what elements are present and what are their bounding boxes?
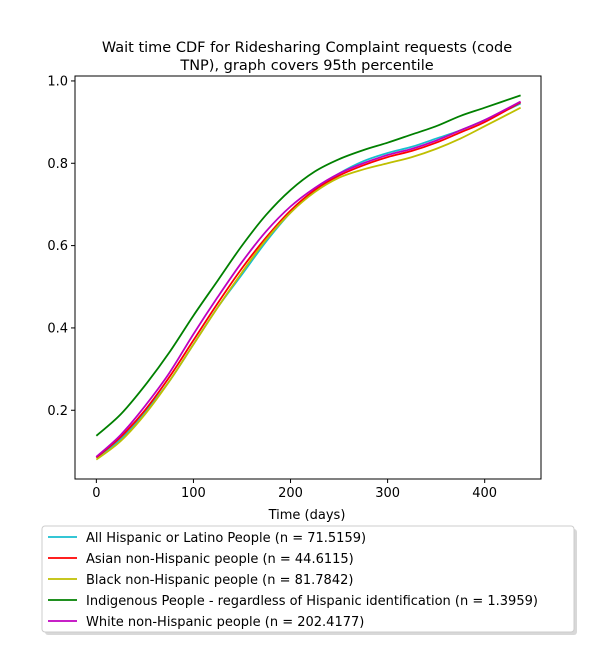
- x-tick-label: 100: [181, 486, 206, 501]
- legend-label-0: All Hispanic or Latino People (n = 71.51…: [86, 531, 366, 546]
- y-tick-label: 1.0: [47, 74, 68, 89]
- plot-lines: [95, 94, 522, 461]
- x-axis: 0 100 200 300 400: [92, 479, 497, 501]
- series-line-1: [95, 101, 522, 459]
- y-tick-label: 0.8: [47, 157, 68, 172]
- legend-box: [41, 525, 575, 633]
- chart-title-line2: TNP), graph covers 95th percentile: [179, 58, 433, 74]
- legend-entries: All Hispanic or Latino People (n = 71.51…: [48, 531, 538, 630]
- x-axis-label: Time (days): [268, 508, 346, 523]
- series-line-4: [95, 100, 522, 458]
- y-tick-label: 0.6: [47, 239, 68, 254]
- chart-title-line1: Wait time CDF for Ridesharing Complaint …: [102, 40, 512, 56]
- legend-label-3: Indigenous People - regardless of Hispan…: [86, 594, 538, 609]
- legend-label-1: Asian non-Hispanic people (n = 44.6115): [86, 552, 354, 567]
- x-tick-label: 300: [375, 486, 400, 501]
- y-tick-label: 0.4: [47, 321, 68, 336]
- legend: All Hispanic or Latino People (n = 71.51…: [41, 525, 577, 635]
- x-tick-label: 400: [472, 486, 497, 501]
- legend-label-4: White non-Hispanic people (n = 202.4177): [86, 615, 364, 630]
- plot-frame: [74, 75, 542, 480]
- x-tick-label: 200: [278, 486, 303, 501]
- x-tick-label: 0: [92, 486, 100, 501]
- series-line-3: [95, 94, 521, 437]
- y-tick-label: 0.2: [47, 404, 68, 419]
- y-axis: 0.2 0.4 0.6 0.8 1.0: [47, 74, 75, 419]
- series-line-0: [95, 102, 521, 459]
- legend-label-2: Black non-Hispanic people (n = 81.7842): [86, 573, 353, 588]
- series-line-2: [95, 106, 522, 461]
